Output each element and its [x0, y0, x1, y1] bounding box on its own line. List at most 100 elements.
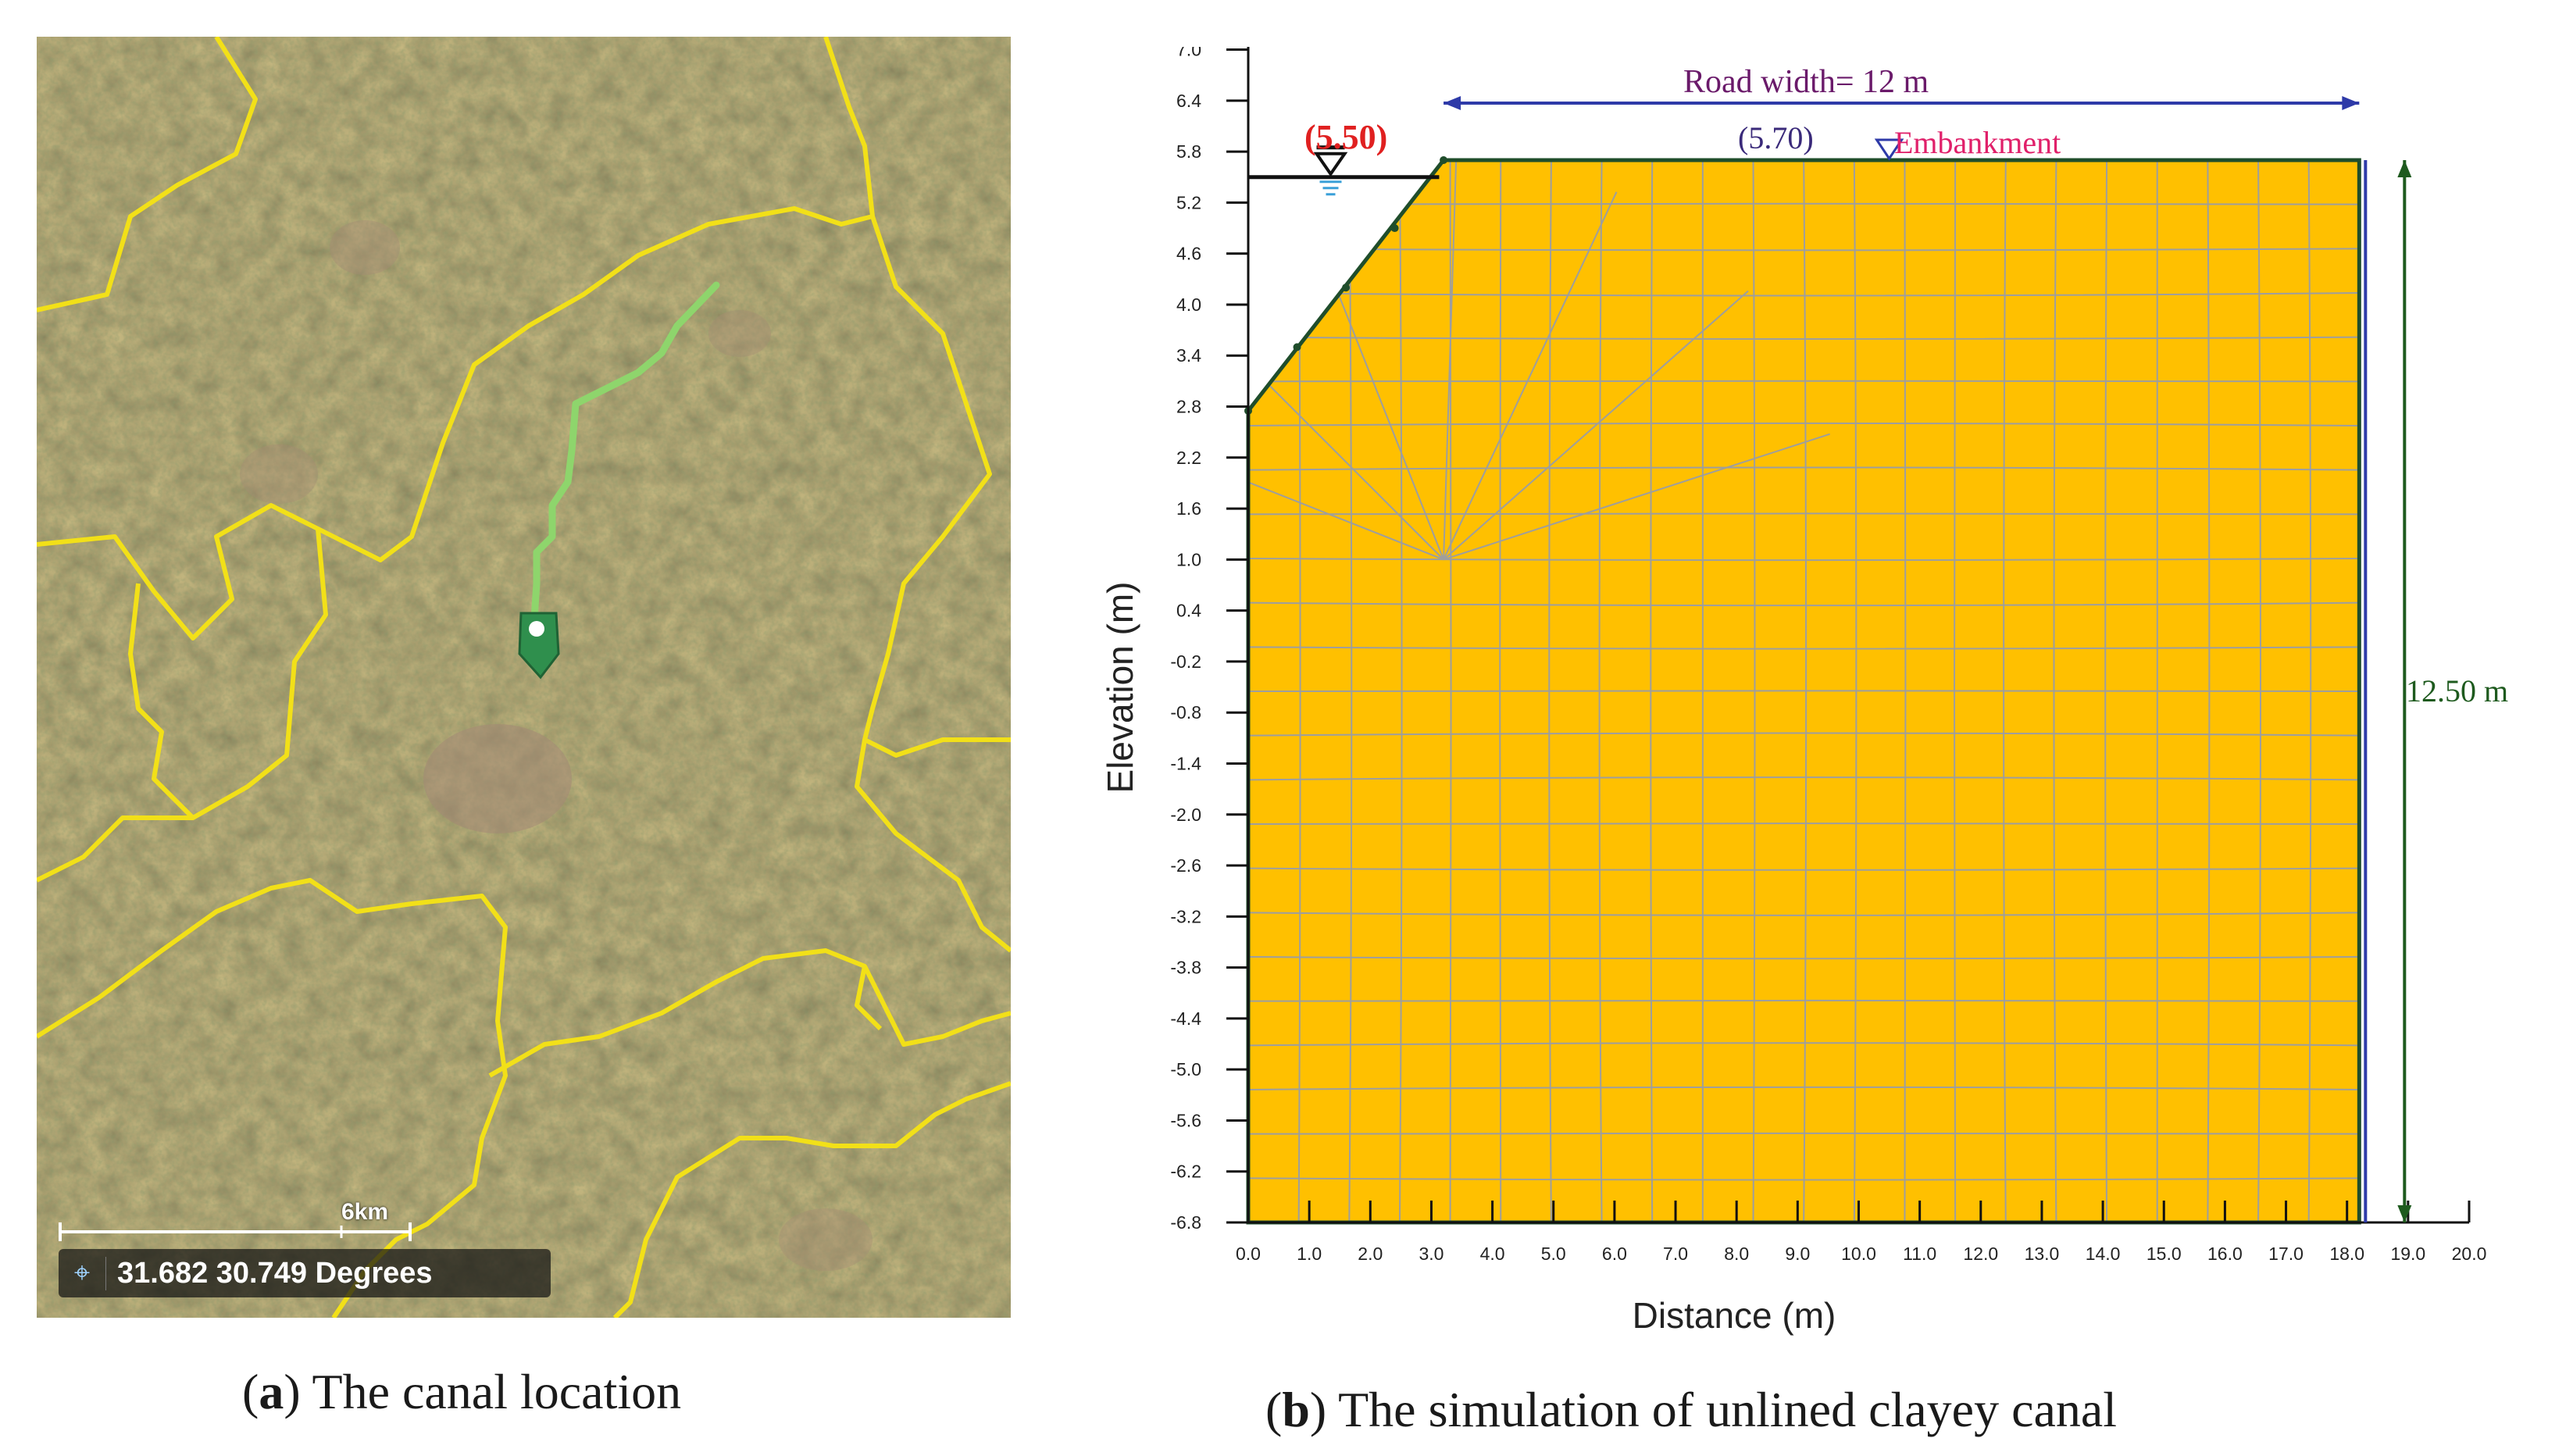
- simulation-diagram: 0.0 1.0 2.0 3.0 4.0 5.0 6.0 7.0 8.0 9.0 10.0 11.0 12…: [1100, 47, 2508, 1336]
- slope-node: [1440, 156, 1448, 164]
- axes-layer: 0.0 1.0 2.0 3.0 4.0 5.0 6.0 7.0 8.0 9.0 10.0 11.0 12…: [1170, 47, 2486, 1264]
- town-patch: [708, 310, 771, 357]
- y-tick-label: 4.6: [1176, 244, 1201, 264]
- x-tick-label: 4.0: [1480, 1244, 1505, 1264]
- x-tick-label: 1.0: [1297, 1244, 1322, 1264]
- mesh-line: [1248, 1132, 2360, 1135]
- y-tick-label: -3.8: [1170, 958, 1201, 978]
- mesh-line: [1248, 956, 2360, 960]
- y-tick-label: 7.0: [1176, 47, 1201, 60]
- x-tick-label: 14.0: [2086, 1244, 2121, 1264]
- height-dimension-label: 12.50 m: [2406, 673, 2508, 708]
- crosshair-icon[interactable]: ⌖: [73, 1257, 91, 1289]
- mesh-line: [1248, 912, 2360, 916]
- mesh-line: [1443, 290, 1749, 561]
- road-width-label: Road width= 12 m: [1683, 64, 1929, 100]
- mesh-line: [1443, 160, 1458, 560]
- mesh-line: [1248, 292, 2360, 297]
- caption-a-letter: a: [259, 1364, 284, 1419]
- scale-bar: [59, 1222, 412, 1241]
- y-tick-label: -1.4: [1170, 753, 1201, 773]
- x-tick-label: 3.0: [1419, 1244, 1444, 1264]
- y-tick-label: -0.2: [1170, 651, 1201, 672]
- y-tick-label: -6.2: [1170, 1162, 1201, 1182]
- arrow-left-icon: [1444, 96, 1461, 110]
- x-tick-label: 8.0: [1724, 1244, 1749, 1264]
- y-tick-label: 1.6: [1176, 498, 1201, 519]
- water-level-label: (5.50): [1304, 118, 1387, 156]
- mesh-line: [1248, 409, 1444, 561]
- x-tick-label: 13.0: [2025, 1244, 2060, 1264]
- mesh-line: [1248, 646, 2360, 650]
- caption-a: (a) The canal location: [242, 1364, 682, 1419]
- y-tick-label: 1.0: [1176, 549, 1201, 569]
- mesh-line: [1248, 466, 2360, 471]
- y-tick-label: 5.2: [1176, 192, 1201, 212]
- mesh-line: [1248, 271, 1444, 561]
- caption-a-text: The canal location: [300, 1364, 682, 1419]
- x-tick-label: 20.0: [2452, 1244, 2487, 1264]
- canal-route[interactable]: [530, 281, 720, 634]
- caption-b-text: The simulation of unlined clayey canal: [1326, 1382, 2118, 1437]
- y-tick-label: -5.6: [1170, 1110, 1201, 1130]
- x-tick-label: 10.0: [1841, 1244, 1876, 1264]
- mesh-line: [1248, 776, 2360, 781]
- mesh-line: [1248, 867, 2360, 871]
- y-tick-label: 5.8: [1176, 141, 1201, 162]
- water-level-triangle-icon: [1313, 152, 1348, 177]
- slope-node: [1293, 343, 1301, 352]
- map-panel[interactable]: 6km ⌖ 31.682 30.749 Degrees: [37, 37, 1011, 1318]
- town-patch: [330, 220, 400, 275]
- x-tick-label: 11.0: [1903, 1244, 1936, 1264]
- mesh-line: [1248, 380, 2360, 383]
- slope-node: [1342, 284, 1351, 292]
- mesh-line: [1248, 732, 2360, 737]
- mesh-line: [1443, 433, 1830, 561]
- coordinates-text: 31.682 30.749 Degrees: [105, 1256, 433, 1290]
- x-tick-label: 6.0: [1602, 1244, 1627, 1264]
- y-tick-label: 0.4: [1176, 601, 1201, 621]
- mesh-line: [1248, 558, 2360, 562]
- caption-b: (b) The simulation of unlined clayey can…: [1265, 1382, 2118, 1437]
- town-patch: [779, 1208, 873, 1271]
- location-pin-icon[interactable]: [518, 612, 560, 680]
- mesh-line: [1248, 1086, 2360, 1090]
- y-tick-label: 2.2: [1176, 448, 1201, 468]
- x-tick-label: 2.0: [1358, 1244, 1383, 1264]
- x-tick-label: 19.0: [2390, 1244, 2425, 1264]
- mesh-line: [1248, 823, 2360, 825]
- y-tick-label: -2.0: [1170, 805, 1201, 825]
- x-tick-label: 16.0: [2207, 1244, 2243, 1264]
- mesh-line: [1248, 422, 2360, 426]
- mesh-grid: [1248, 160, 2360, 1222]
- x-axis-title: Distance (m): [1633, 1295, 1836, 1336]
- annotation-layer: [1248, 96, 2412, 1222]
- mesh-line: [1248, 336, 2360, 340]
- y-tick-label: -5.0: [1170, 1059, 1201, 1080]
- town-patch: [423, 724, 572, 833]
- embankment-label: Embankment: [1894, 125, 2061, 160]
- mesh-line: [1248, 248, 2360, 252]
- embankment-level-triangle-icon: [1874, 138, 1904, 161]
- y-tick-label: -4.4: [1170, 1008, 1201, 1029]
- y-tick-label: -3.2: [1170, 906, 1201, 926]
- x-tick-label: 0.0: [1236, 1244, 1261, 1264]
- y-tick-label: 6.4: [1176, 91, 1201, 111]
- arrow-right-icon: [2342, 96, 2360, 110]
- town-patch: [240, 444, 318, 504]
- y-axis-title: Elevation (m): [1100, 582, 1140, 794]
- satellite-map[interactable]: [37, 37, 1011, 1318]
- x-tick-label: 5.0: [1541, 1244, 1566, 1264]
- arrow-up-icon: [2397, 160, 2412, 177]
- x-tick-label: 12.0: [1963, 1244, 1998, 1264]
- mesh-line: [1248, 1042, 2360, 1047]
- arrow-down-icon: [2397, 1205, 2412, 1222]
- coordinate-readout[interactable]: ⌖ 31.682 30.749 Degrees: [59, 1249, 551, 1297]
- mesh-line: [1248, 202, 2360, 205]
- y-tick-label: -2.6: [1170, 855, 1201, 876]
- boundary-lines: [37, 37, 1011, 1318]
- y-tick-label: 2.8: [1176, 397, 1201, 417]
- mesh-line: [1248, 512, 2360, 516]
- y-tick-label: -0.8: [1170, 702, 1201, 723]
- y-tick-label: 3.4: [1176, 345, 1201, 366]
